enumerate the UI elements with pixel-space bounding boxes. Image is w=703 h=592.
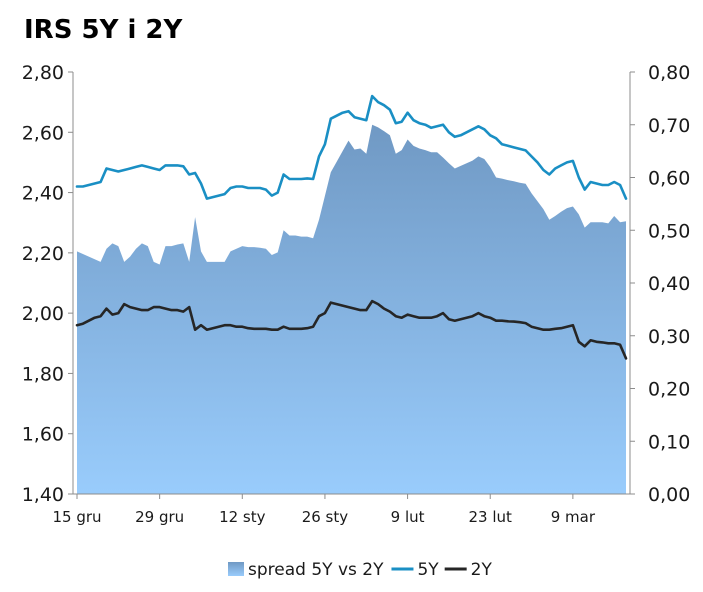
x-tick-label: 29 gru	[135, 508, 184, 526]
left-y-tick-label: 1,40	[22, 484, 64, 506]
x-tick-label: 12 sty	[219, 508, 266, 526]
series-line-5y	[75, 94, 628, 200]
right-y-tick-label: 0,00	[648, 484, 690, 506]
right-y-tick-label: 0,50	[648, 220, 690, 242]
x-tick-label: 9 lut	[391, 508, 425, 526]
right-y-tick-label: 0,20	[648, 379, 690, 401]
right-y-tick-label: 0,10	[648, 431, 690, 453]
left-y-tick-label: 1,60	[22, 424, 64, 446]
legend: spread 5Y vs 2Y 5Y 2Y	[228, 560, 492, 580]
x-tick-label: 15 gru	[52, 508, 101, 526]
plot-area	[75, 94, 628, 495]
series-line-2y	[75, 299, 628, 360]
left-y-tick-label: 2,00	[22, 303, 64, 325]
chart-title: IRS 5Y i 2Y	[24, 15, 183, 45]
right-y-tick-label: 0,40	[648, 273, 690, 295]
spread-area	[77, 124, 626, 495]
right-y-tick-label: 0,30	[648, 326, 690, 348]
left-y-tick-label: 2,20	[22, 243, 64, 265]
left-y-tick-label: 1,80	[22, 363, 64, 385]
x-axis-ticks: 15 gru 29 gru 12 sty 26 sty 9 lut 23 lut 9 mar	[52, 494, 596, 526]
left-y-axis-ticks: 1,40 1,60 1,80 2,00 2,20 2,40 2,60 2,80	[22, 62, 73, 506]
right-y-tick-label: 0,80	[648, 62, 690, 84]
legend-label-spread: spread 5Y vs 2Y	[248, 560, 384, 580]
left-y-tick-label: 2,40	[22, 183, 64, 205]
legend-swatch-spread	[228, 562, 244, 576]
left-y-tick-label: 2,60	[22, 122, 64, 144]
legend-label-2y: 2Y	[471, 560, 493, 580]
legend-label-5y: 5Y	[417, 560, 439, 580]
right-y-tick-label: 0,70	[648, 115, 690, 137]
right-y-tick-label: 0,60	[648, 168, 690, 190]
x-tick-label: 9 mar	[551, 508, 596, 526]
x-tick-label: 23 lut	[469, 508, 513, 526]
x-tick-label: 26 sty	[302, 508, 349, 526]
left-y-tick-label: 2,80	[22, 62, 64, 84]
right-y-axis-ticks: 0,00 0,10 0,20 0,30 0,40 0,50 0,60 0,70 0,80	[630, 62, 690, 506]
